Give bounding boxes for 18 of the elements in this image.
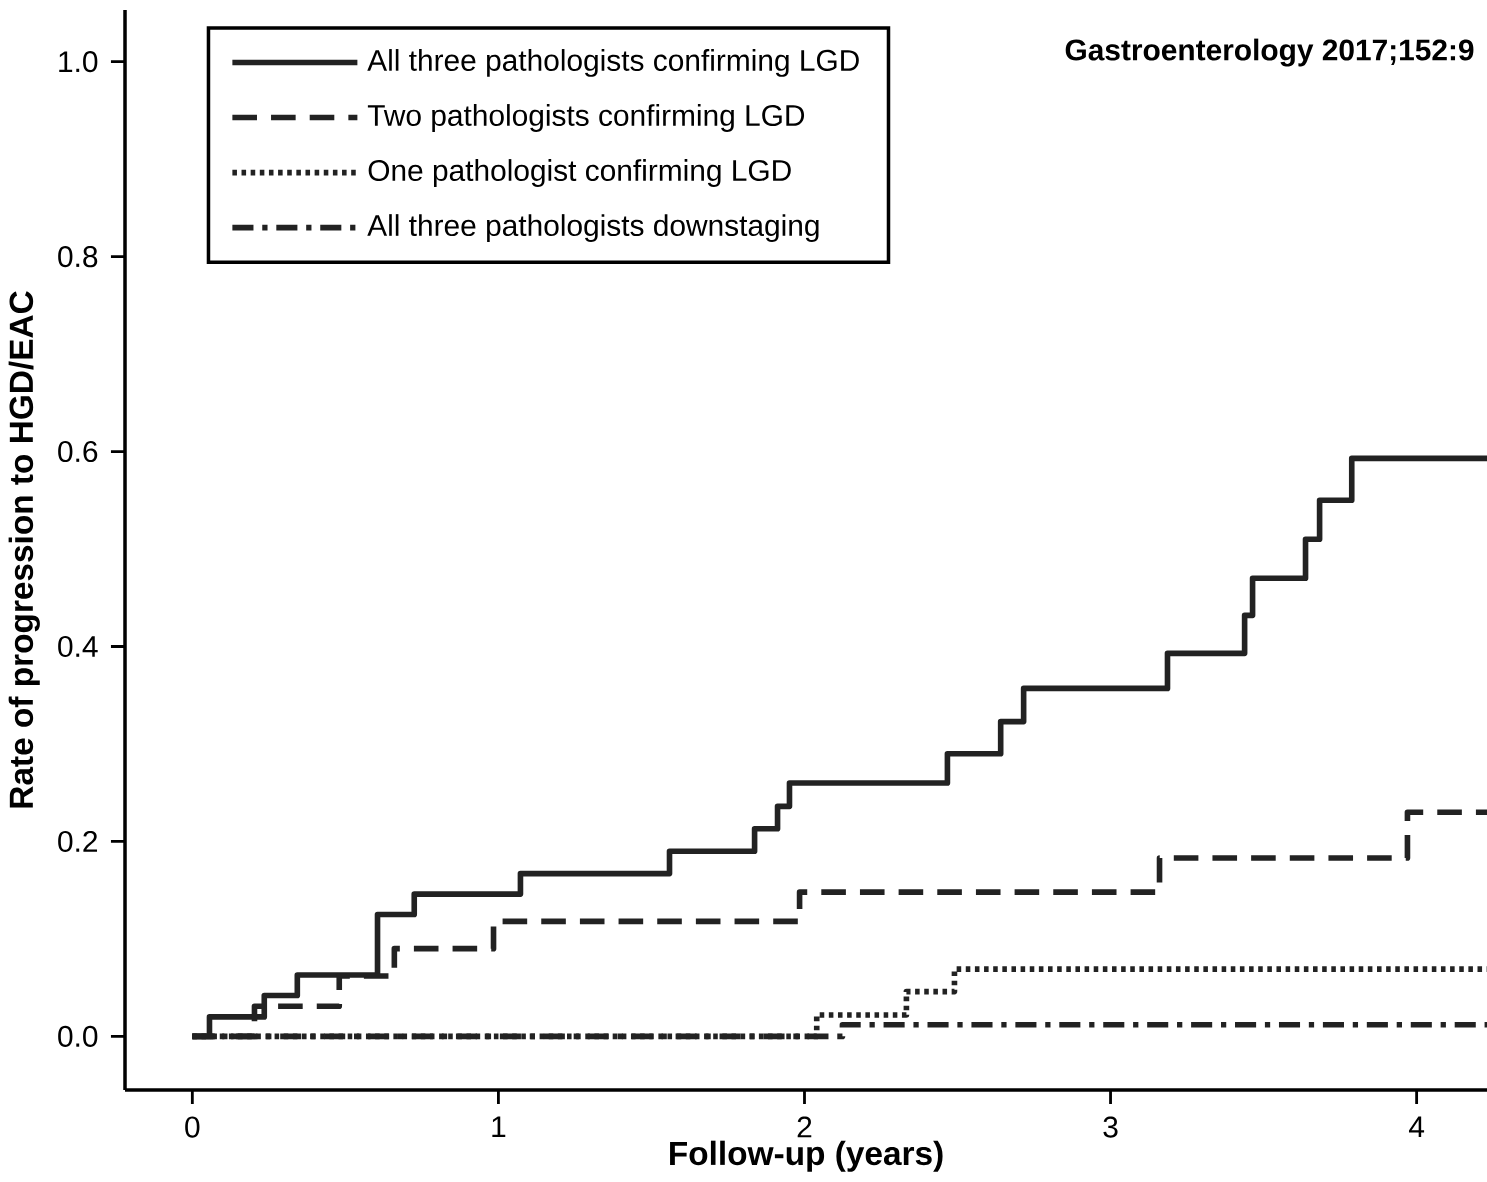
annotation: Gastroenterology 2017;152:9 <box>1065 38 1474 67</box>
x-axis-title: Follow-up (years) <box>670 1140 943 1172</box>
legend-label: One pathologist confirming LGD <box>368 159 791 187</box>
y-axis-title: Rate of progression to HGD/EAC <box>8 291 40 808</box>
legend-label: All three pathologists confirming LGD <box>367 49 859 77</box>
y-tick-label: 0.2 <box>58 830 98 853</box>
legend-label: Two pathologists confirming LGD <box>367 104 805 132</box>
x-tick-label: 3 <box>1103 1116 1118 1138</box>
x-tick-label: 0 <box>185 1116 200 1138</box>
y-tick-label: 1.0 <box>59 51 98 73</box>
x-tick-label: 4 <box>1408 1116 1425 1138</box>
y-tick-label: 0.0 <box>58 1025 98 1047</box>
y-tick-label: 0.8 <box>58 246 98 268</box>
y-tick-label: 0.4 <box>58 635 98 658</box>
y-tick-label: 0.6 <box>58 441 98 463</box>
x-tick-label: 1 <box>492 1116 506 1138</box>
legend-label: All three pathologists downstaging <box>367 214 819 242</box>
x-tick-label: 2 <box>797 1116 812 1138</box>
